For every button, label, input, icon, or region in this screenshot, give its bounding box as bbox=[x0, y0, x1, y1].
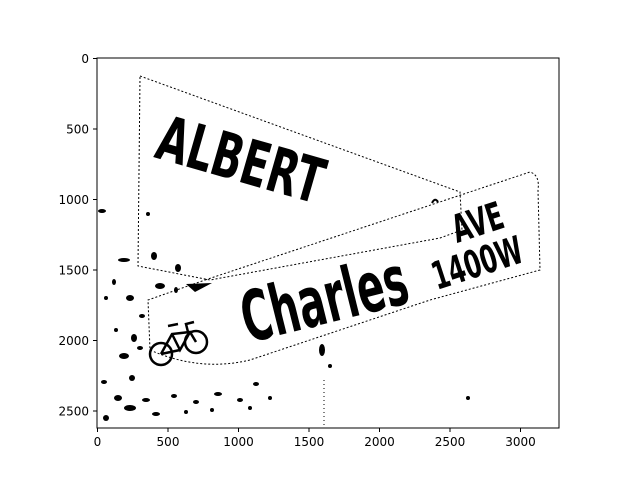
sign-upper-outline bbox=[137, 75, 463, 281]
ink-wedge bbox=[186, 283, 212, 292]
plot-frame bbox=[96, 57, 560, 429]
y-tick-label: 1500 bbox=[58, 264, 89, 278]
image-content: ALBERT Charles AVE 1400W bbox=[98, 75, 541, 426]
x-tick-label: 2000 bbox=[364, 435, 395, 449]
y-tick-label: 2000 bbox=[58, 334, 89, 348]
bicycle-icon bbox=[148, 320, 209, 367]
x-tick-label: 1000 bbox=[223, 435, 254, 449]
x-tick-label: 1500 bbox=[294, 435, 325, 449]
x-tick-label: 500 bbox=[157, 435, 180, 449]
y-tick-label: 1000 bbox=[58, 193, 89, 207]
x-tick-label: 2500 bbox=[435, 435, 466, 449]
y-tick-label: 0 bbox=[81, 52, 89, 66]
y-tick-label: 500 bbox=[66, 123, 89, 137]
y-axis: 0 500 1000 1500 2000 2500 bbox=[58, 52, 97, 419]
background-speckles bbox=[98, 209, 470, 421]
sign-lower-outline bbox=[147, 171, 541, 365]
ink-fragment bbox=[431, 198, 439, 204]
x-tick-label: 3000 bbox=[505, 435, 536, 449]
x-axis: 0 500 1000 1500 2000 2500 3000 bbox=[94, 428, 536, 449]
y-tick-label: 2500 bbox=[58, 405, 89, 419]
x-tick-label: 0 bbox=[94, 435, 102, 449]
